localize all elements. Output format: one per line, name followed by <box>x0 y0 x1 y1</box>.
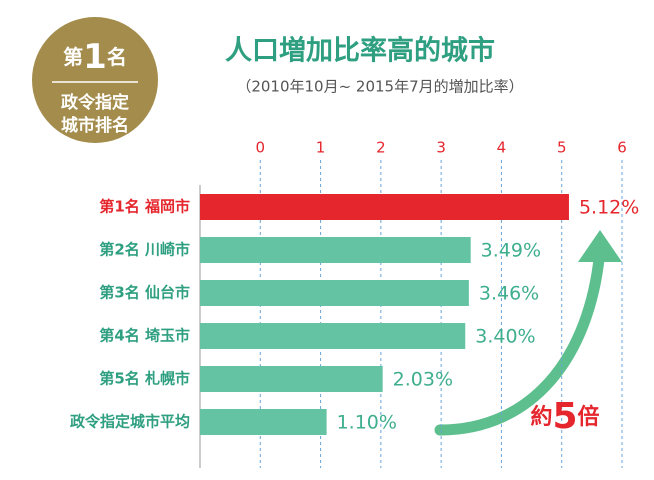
bar <box>200 366 383 392</box>
badge <box>32 17 158 143</box>
badge-rank-suffix: 名 <box>107 45 127 69</box>
value-label: 3.49% <box>481 240 541 262</box>
chart-title: 人口増加比率高的城市 <box>225 35 495 67</box>
x-tick-label: 5 <box>557 139 567 157</box>
arrow-head <box>578 230 622 262</box>
badge-line: 城市排名 <box>61 115 129 136</box>
value-label: 3.40% <box>475 326 535 348</box>
x-tick-label: 1 <box>316 139 326 157</box>
badge-rank-prefix: 第 <box>63 45 83 69</box>
annotation-suffix: 倍 <box>578 404 600 430</box>
x-tick-label: 0 <box>256 139 266 157</box>
category-label: 第2名 川崎市 <box>99 241 190 259</box>
category-label: 第3名 仙台市 <box>99 284 190 302</box>
annotation: 約5倍 <box>530 396 599 437</box>
x-tick-label: 6 <box>617 139 627 157</box>
arrow <box>434 244 606 436</box>
category-label: 政令指定城市平均 <box>70 413 190 431</box>
badge-line: 政令指定 <box>61 92 129 113</box>
x-tick-label: 4 <box>497 139 507 157</box>
badge-rank-number: 1 <box>83 37 107 77</box>
bar <box>200 409 327 435</box>
chart-subtitle: （2010年10月~ 2015年7月的増加比率） <box>236 78 523 96</box>
bar <box>200 323 466 349</box>
x-tick-label: 3 <box>436 139 446 157</box>
value-label: 1.10% <box>337 412 397 434</box>
bar <box>200 237 471 263</box>
category-label: 第1名 福岡市 <box>99 198 190 216</box>
category-label: 第4名 埼玉市 <box>99 327 190 345</box>
annotation-prefix: 約 <box>530 404 552 430</box>
x-tick-label: 2 <box>376 139 386 157</box>
value-label: 5.12% <box>579 197 639 219</box>
category-label: 第5名 札幌市 <box>99 370 190 388</box>
bar <box>200 194 569 220</box>
annotation-number: 5 <box>552 396 577 437</box>
value-label: 3.46% <box>479 283 539 305</box>
bar <box>200 280 469 306</box>
value-label: 2.03% <box>393 369 453 391</box>
badge-rank: 第1名 <box>63 37 127 77</box>
annotation-group: 約5倍 <box>530 396 599 437</box>
